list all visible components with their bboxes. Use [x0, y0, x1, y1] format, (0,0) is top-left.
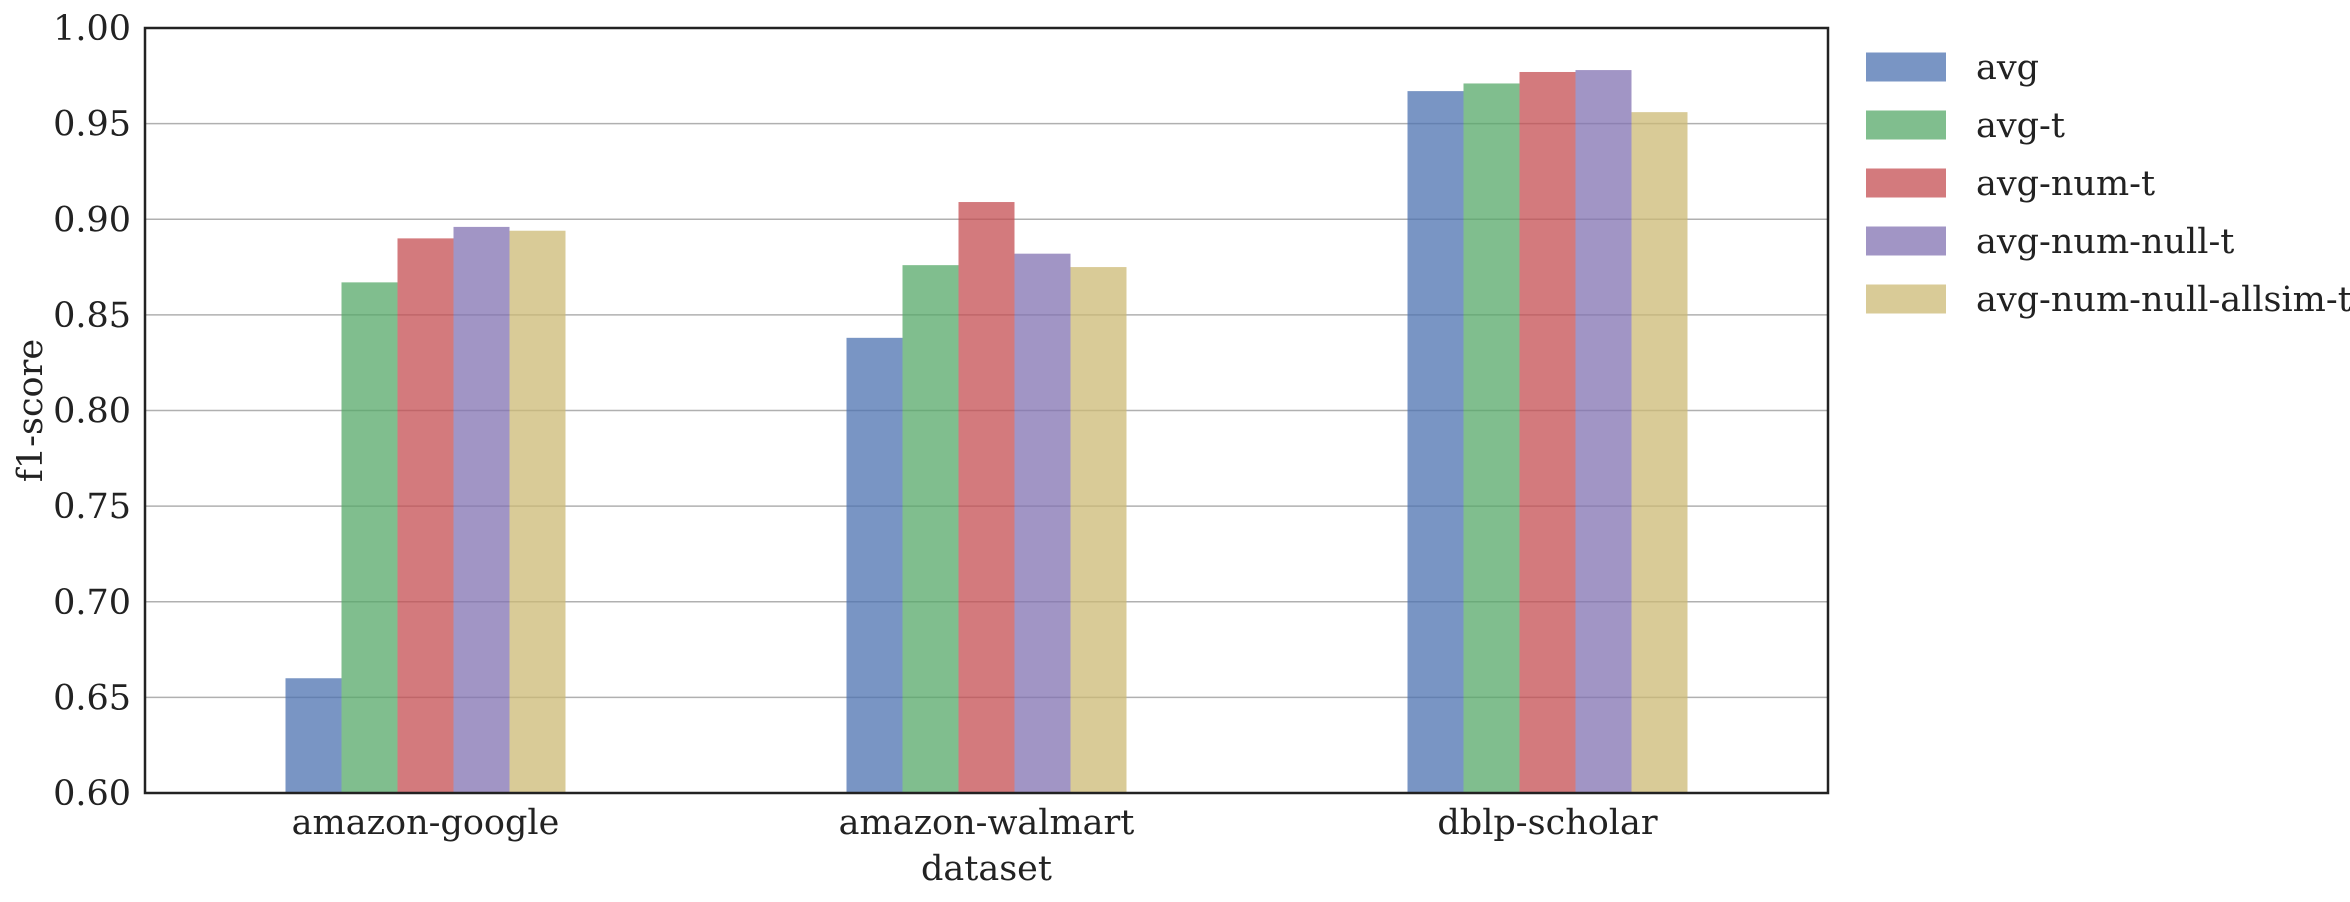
y-tick-label: 0.85: [53, 296, 131, 336]
bars: [285, 70, 1688, 794]
y-tick-label: 0.80: [53, 392, 131, 432]
bar-avg-num-null-t-amazon-google: [453, 226, 510, 793]
bar-avg-num-null-t-dblp-scholar: [1575, 70, 1632, 793]
legend-label-avg-t: avg-t: [1976, 106, 2065, 146]
x-tick-label: amazon-walmart: [839, 803, 1135, 843]
legend-label-avg-num-null-allsim-t: avg-num-null-allsim-t: [1976, 280, 2350, 320]
y-tick-label: 0.70: [53, 583, 131, 623]
bar-avg-num-t-dblp-scholar: [1519, 71, 1576, 794]
bar-avg-num-t-amazon-google: [397, 238, 454, 793]
plot-frame: [143, 26, 1830, 795]
legend-swatch-avg-num-null-t: [1866, 226, 1946, 256]
legend-label-avg-num-null-t: avg-num-null-t: [1976, 222, 2234, 262]
legend-swatch-avg: [1866, 52, 1946, 82]
legend-label-avg: avg: [1976, 48, 2039, 88]
x-tick-label: dblp-scholar: [1437, 803, 1657, 843]
y-axis-ticks: 0.60 0.65 0.70 0.75 0.80 0.85 0.90 0.95 1.00: [53, 9, 131, 814]
legend-swatch-avg-t: [1866, 110, 1946, 140]
bar-avg-num-null-t-amazon-walmart: [1014, 253, 1071, 794]
bar-avg-t-dblp-scholar: [1463, 83, 1520, 793]
bar-avg-t-amazon-walmart: [902, 265, 959, 793]
x-tick-label: amazon-google: [292, 803, 560, 843]
y-tick-label: 0.95: [53, 105, 131, 145]
bar-avg-amazon-walmart: [846, 337, 903, 793]
y-tick-label: 1.00: [53, 9, 131, 49]
y-tick-label: 0.65: [53, 678, 131, 718]
bar-avg-num-null-allsim-t-amazon-google: [509, 230, 566, 794]
legend-swatch-avg-num-t: [1866, 168, 1946, 198]
x-axis-ticks: amazon-google amazon-walmart dblp-scholar: [292, 803, 1658, 843]
bar-avg-dblp-scholar: [1407, 91, 1464, 794]
legend-label-avg-num-t: avg-num-t: [1976, 164, 2155, 204]
x-axis-title: dataset: [921, 849, 1052, 889]
y-tick-label: 0.60: [53, 774, 131, 814]
y-tick-label: 0.90: [53, 200, 131, 240]
y-axis-title: f1-score: [11, 339, 51, 482]
bar-avg-num-null-allsim-t-amazon-walmart: [1070, 267, 1127, 793]
legend-swatch-avg-num-null-allsim-t: [1866, 284, 1946, 314]
bar-avg-num-t-amazon-walmart: [958, 202, 1015, 794]
bar-avg-num-null-allsim-t-dblp-scholar: [1631, 112, 1688, 793]
bar-avg-amazon-google: [285, 678, 342, 793]
y-tick-label: 0.75: [53, 487, 131, 527]
bar-avg-t-amazon-google: [341, 282, 398, 793]
legend: avg avg-t avg-num-t avg-num-null-t avg-num-n…: [1866, 48, 2350, 320]
